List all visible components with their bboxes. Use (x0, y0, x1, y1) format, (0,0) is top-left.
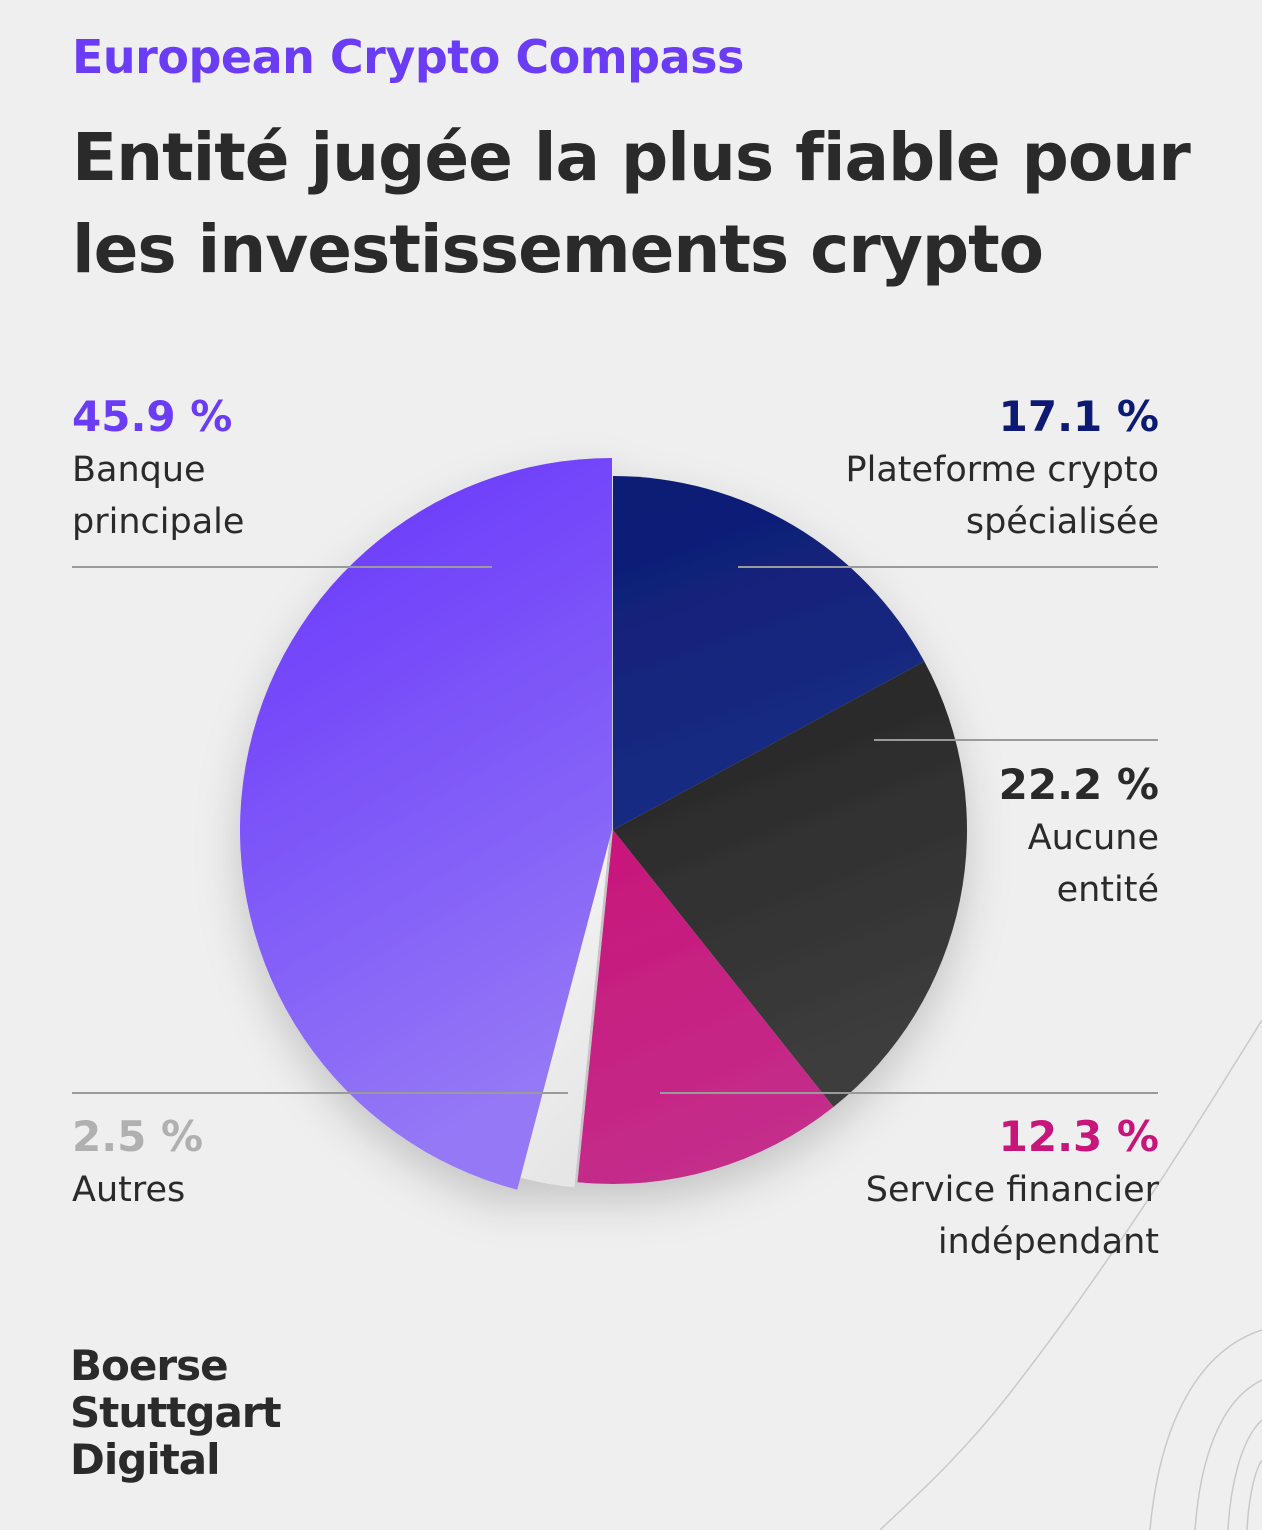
label-service: 12.3 % Service financier indépendant (819, 1110, 1159, 1268)
label-autres: 2.5 % Autres (72, 1110, 203, 1216)
pct-banque: 45.9 % (72, 392, 233, 441)
name-autres: Autres (72, 1170, 186, 1210)
label-plateforme: 17.1 % Plateforme crypto spécialisée (779, 390, 1160, 548)
label-banque: 45.9 % Banque principale (72, 390, 302, 548)
name-aucune: Aucune entité (1027, 818, 1159, 910)
pie-slice-aucune (613, 661, 967, 1107)
pct-service: 12.3 % (998, 1112, 1159, 1161)
boerse-stuttgart-digital-logo: Boerse Stuttgart Digital (70, 1341, 282, 1484)
pct-plateforme: 17.1 % (998, 392, 1159, 441)
name-service: Service financier indépendant (865, 1170, 1159, 1262)
kicker: European Crypto Compass (72, 30, 744, 84)
logo-line: Stuttgart (70, 1388, 282, 1437)
pie-slice-service (577, 830, 834, 1184)
name-plateforme: Plateforme crypto spécialisée (845, 450, 1160, 542)
name-banque: Banque principale (72, 450, 245, 542)
label-aucune: 22.2 % Aucune entité (989, 758, 1159, 916)
logo-line: Boerse (70, 1341, 229, 1390)
pct-aucune: 22.2 % (998, 760, 1159, 809)
pie-slice-plateforme (613, 476, 925, 830)
topographic-decoration (879, 1019, 1262, 1530)
logo-line: Digital (70, 1435, 221, 1484)
pct-autres: 2.5 % (72, 1112, 204, 1161)
pie-slice-banque (239, 458, 612, 1190)
chart-title: Entité jugée la plus fiable pour les inv… (72, 119, 1191, 288)
